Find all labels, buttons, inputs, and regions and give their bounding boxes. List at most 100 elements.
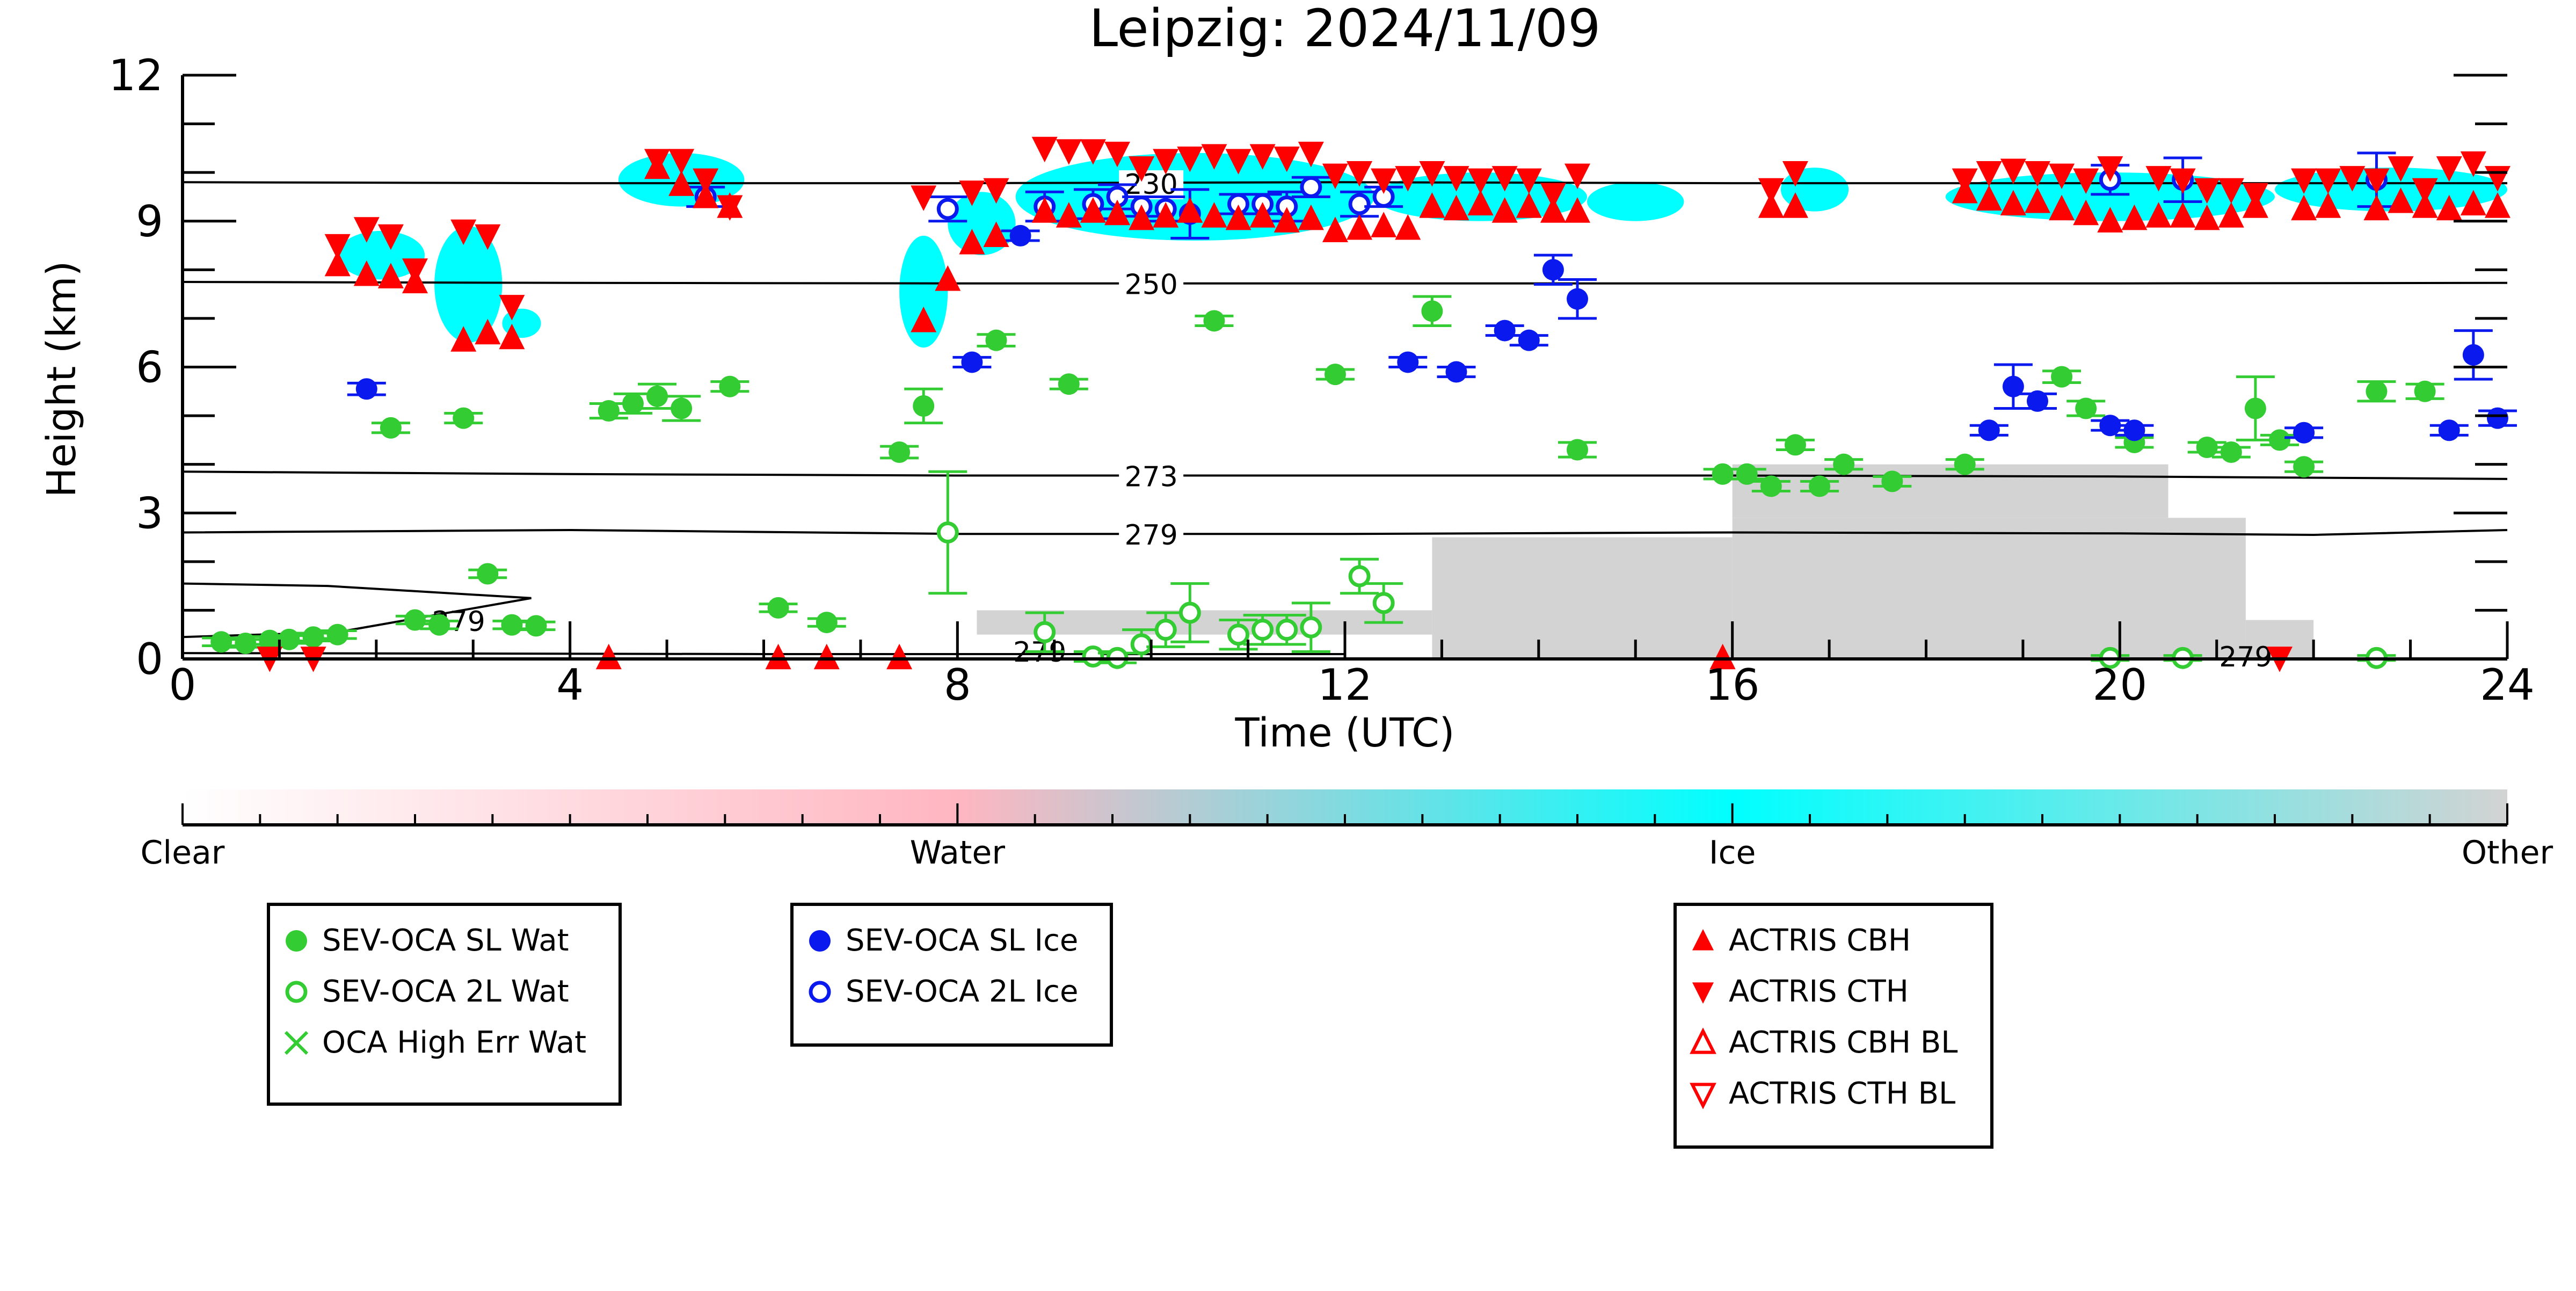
data-point (475, 318, 501, 345)
data-point (2218, 202, 2244, 228)
other-class-patch (1732, 464, 2169, 518)
data-point (913, 395, 935, 417)
data-point (1034, 621, 1056, 643)
legend-box: SEV-OCA SL Ice SEV-OCA 2L Ice (790, 903, 1113, 1047)
legend-label: SEV-OCA 2L Wat (322, 974, 569, 1009)
data-point (1540, 183, 1566, 209)
data-point (2000, 190, 2026, 216)
data-point (1225, 149, 1251, 175)
data-point (1784, 434, 1806, 456)
data-point (1153, 202, 1179, 228)
data-point (2460, 190, 2486, 216)
data-point (1178, 601, 1201, 624)
data-point (428, 614, 450, 636)
data-point (210, 631, 232, 653)
data-point (1443, 166, 1469, 192)
data-point (355, 378, 377, 400)
data-point (1348, 193, 1371, 215)
data-point (353, 260, 380, 286)
data-point (2024, 187, 2050, 213)
data-point (1978, 419, 2000, 441)
data-point (1518, 329, 1540, 351)
data-point (983, 178, 1009, 204)
data-point (404, 609, 426, 631)
data-point (622, 393, 644, 415)
data-point (1954, 453, 1976, 475)
data-point (936, 521, 959, 543)
ice-class-patch (899, 235, 948, 348)
data-point (2051, 366, 2073, 388)
legend-frame (267, 903, 622, 1106)
data-point (2049, 194, 2075, 221)
data-point (1516, 168, 1542, 194)
data-point (2366, 380, 2388, 402)
data-point (816, 612, 838, 634)
data-point (813, 643, 840, 670)
data-point (2438, 419, 2460, 441)
data-point (2024, 161, 2050, 187)
data-point (1567, 288, 1588, 310)
data-point (1419, 161, 1445, 187)
data-point (1031, 197, 1058, 223)
legend-marker (1692, 929, 1714, 951)
data-point (1322, 163, 1348, 190)
data-point (595, 643, 622, 670)
data-point (1298, 204, 1324, 230)
data-point (377, 224, 404, 250)
data-point (1177, 146, 1203, 172)
data-point (1372, 592, 1395, 614)
data-point (1371, 168, 1397, 194)
legend-frame (790, 903, 1113, 1047)
data-point (1082, 645, 1104, 668)
x-tick-label: 0 (169, 660, 197, 710)
data-point (2486, 407, 2508, 429)
colorbar-label: Clear (141, 834, 225, 872)
data-point (2075, 397, 2097, 419)
data-point (2412, 192, 2438, 218)
data-point (2049, 163, 2075, 190)
data-point (2145, 166, 2172, 192)
data-point (1130, 633, 1153, 656)
data-point (1324, 364, 1346, 386)
data-point (1298, 141, 1324, 168)
data-point (2339, 166, 2366, 192)
data-point (2388, 156, 2414, 182)
isotherm-label: 279 (1125, 519, 1178, 552)
data-point (1567, 439, 1588, 461)
legend-label: SEV-OCA 2L Ice (846, 974, 1078, 1009)
data-point (2462, 344, 2484, 366)
legend-marker (1690, 1083, 1716, 1109)
data-point (2000, 158, 2026, 185)
data-point (959, 180, 985, 206)
data-point (911, 185, 937, 211)
legend-marker (1690, 1027, 1716, 1054)
data-point (377, 263, 404, 289)
data-point (2099, 415, 2121, 437)
data-point (2291, 194, 2317, 221)
data-point (1758, 178, 1784, 204)
data-point (1153, 149, 1179, 175)
legend-marker-stroke (284, 1031, 309, 1055)
isotherm-label: 250 (1125, 269, 1178, 301)
data-point (1758, 192, 1784, 218)
data-point (477, 563, 499, 585)
isotherm-label: 273 (1125, 461, 1178, 494)
data-point (1976, 161, 2002, 187)
data-point (1395, 166, 1421, 192)
data-point (1395, 214, 1421, 240)
data-point (1782, 192, 1808, 218)
isotherm-label-bg (1119, 521, 1184, 550)
legend-marker (284, 1031, 309, 1055)
data-point (402, 258, 428, 284)
y-tick-label: 9 (136, 197, 163, 246)
data-point (324, 250, 351, 277)
data-point (1881, 470, 1903, 492)
data-point (1491, 166, 1518, 192)
data-point (1177, 197, 1203, 223)
data-point (1225, 204, 1251, 230)
data-point (1300, 616, 1322, 639)
legend-label: SEV-OCA SL Wat (322, 923, 569, 958)
legend-marker (809, 930, 831, 952)
colorbar-label: Water (910, 834, 1006, 872)
